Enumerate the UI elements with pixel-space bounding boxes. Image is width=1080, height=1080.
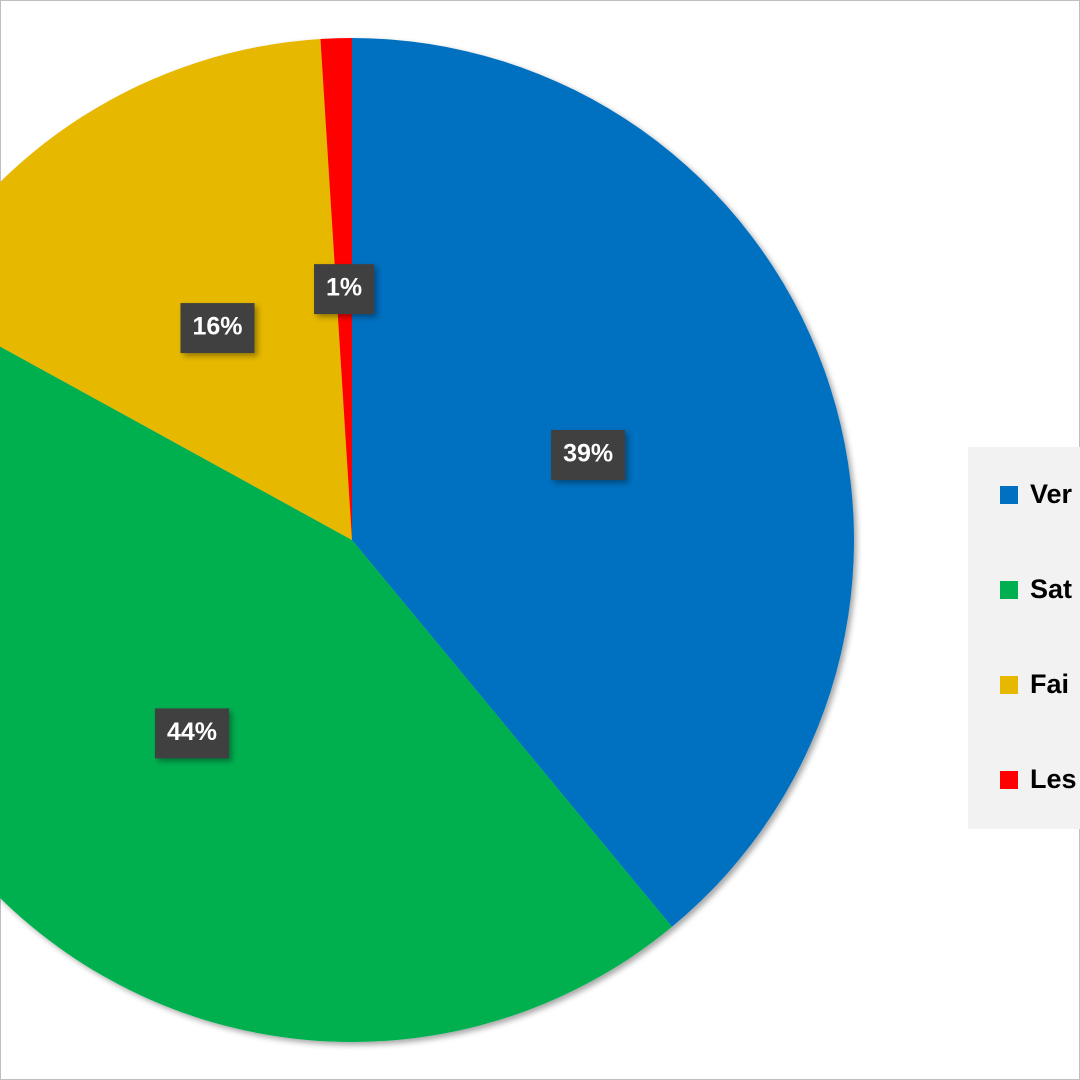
- legend-swatch: [1000, 771, 1018, 789]
- legend-swatch: [1000, 581, 1018, 599]
- legend-swatch: [1000, 486, 1018, 504]
- data-labels: 39% 44% 16% 1%: [154, 264, 626, 759]
- data-label: 39%: [563, 440, 613, 468]
- legend-label: Fai: [1030, 669, 1069, 699]
- data-label: 16%: [192, 313, 242, 341]
- data-label: 44%: [167, 718, 217, 746]
- pie-slice: [0, 346, 672, 1042]
- pie-slice: [0, 38, 352, 540]
- legend-entries: Ver Sat Fai Les: [1000, 479, 1077, 794]
- data-label-box: [154, 708, 230, 759]
- data-label: 1%: [326, 274, 362, 302]
- pie: [0, 38, 855, 1042]
- data-label-box: [314, 264, 375, 315]
- data-label-box: [180, 303, 255, 354]
- data-label-box: [551, 429, 626, 480]
- legend-label: Sat: [1030, 574, 1072, 604]
- legend-label: Les: [1030, 764, 1077, 794]
- pie-slice: [352, 38, 855, 927]
- legend: [968, 447, 1080, 829]
- legend-label: Ver: [1030, 479, 1073, 509]
- legend-swatch: [1000, 676, 1018, 694]
